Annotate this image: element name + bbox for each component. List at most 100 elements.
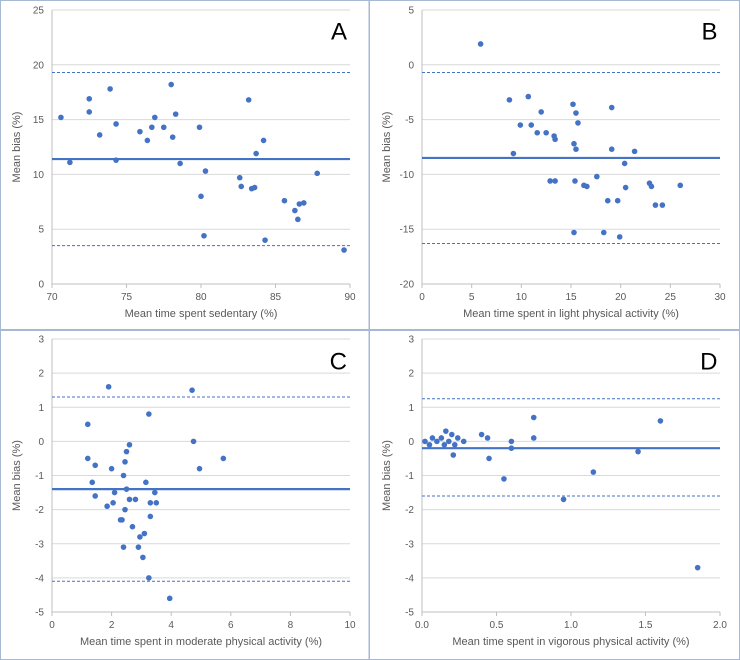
chart-panel-a: 70 75 80 85 90 0 5 10 15 20 25 Mean time spent sede… (0, 0, 370, 330)
data-point (89, 479, 96, 486)
data-point (530, 414, 537, 421)
data-point (92, 493, 99, 499)
panel-label: B (701, 19, 717, 46)
data-point (538, 109, 544, 115)
y-tick-label: 0 (408, 437, 414, 448)
y-tick-label: 5 (38, 225, 44, 236)
data-point (657, 418, 664, 424)
y-tick-label: 2 (38, 369, 44, 380)
data-point (422, 438, 428, 445)
data-point (168, 81, 174, 88)
data-point (571, 140, 577, 147)
x-tick-label: 10 (344, 620, 356, 631)
data-point (120, 472, 127, 479)
data-point (506, 97, 513, 103)
data-point (262, 237, 268, 243)
data-point (510, 150, 517, 157)
data-point (560, 496, 567, 503)
x-tick-label: 90 (344, 292, 356, 303)
data-point (144, 137, 151, 144)
data-point (426, 441, 433, 448)
y-axis-title: Mean bias (%) (381, 440, 393, 511)
x-tick-label: 70 (46, 292, 58, 303)
data-point (450, 452, 457, 458)
data-point (129, 523, 136, 530)
data-point (648, 183, 655, 190)
data-point (198, 193, 204, 200)
x-tick-label: 20 (615, 292, 627, 303)
y-tick-label: 0 (408, 60, 414, 71)
panel-label: D (700, 349, 717, 376)
y-tick-label: -5 (405, 608, 414, 619)
data-point (126, 496, 133, 503)
x-tick-label: 2.0 (713, 620, 727, 631)
data-point (508, 445, 515, 452)
data-point (454, 435, 461, 441)
data-point (177, 160, 183, 167)
x-tick-label: 30 (714, 292, 726, 303)
data-point (251, 184, 258, 191)
data-point (172, 111, 179, 117)
panel-label: C (330, 349, 347, 376)
data-point (443, 428, 449, 434)
data-point (96, 132, 103, 138)
data-point (614, 197, 621, 204)
data-point (238, 183, 245, 190)
data-point (552, 136, 558, 143)
x-tick-label: 8 (288, 620, 294, 631)
data-point (67, 159, 73, 166)
data-point (441, 441, 448, 448)
data-point (190, 438, 197, 445)
data-point (281, 197, 288, 204)
data-point (508, 438, 515, 445)
data-point (314, 170, 321, 177)
x-tick-label: 4 (168, 620, 174, 631)
x-axis-title: Mean time spent in moderate physical act… (80, 636, 322, 648)
data-point (202, 168, 209, 174)
data-point (120, 544, 127, 550)
x-axis-title: Mean time spent sedentary (%) (125, 308, 278, 320)
data-point (236, 174, 243, 181)
data-point (189, 387, 195, 393)
data-point (438, 435, 445, 441)
data-point (292, 207, 298, 214)
y-tick-label: -2 (35, 505, 44, 516)
x-tick-label: 15 (565, 292, 577, 303)
data-point (525, 93, 532, 100)
data-point (571, 229, 577, 236)
x-tick-label: 1.0 (564, 620, 578, 631)
x-tick-label: 0.0 (415, 620, 429, 631)
data-point (104, 503, 110, 510)
y-tick-label: -1 (405, 471, 414, 482)
data-point (152, 489, 158, 496)
data-point (146, 411, 152, 417)
data-point (140, 554, 146, 561)
data-point (677, 182, 684, 189)
data-point (608, 104, 615, 111)
data-point (572, 178, 578, 184)
y-tick-label: 1 (408, 403, 414, 414)
x-tick-label: 6 (228, 620, 234, 631)
data-point (119, 517, 125, 523)
data-point (429, 435, 436, 441)
data-point (604, 197, 611, 204)
y-tick-label: -15 (400, 225, 415, 236)
data-point (132, 496, 139, 503)
y-tick-label: 25 (33, 6, 45, 17)
data-point (295, 216, 301, 223)
data-point (621, 160, 628, 167)
y-tick-label: 0 (38, 280, 44, 291)
data-point (110, 500, 116, 506)
data-point (573, 110, 579, 116)
y-tick-label: 5 (408, 6, 414, 17)
data-point (113, 121, 119, 127)
x-tick-label: 2 (109, 620, 115, 631)
x-axis-title: Mean time spent in light physical activi… (463, 308, 679, 320)
data-point (86, 95, 93, 102)
data-point (92, 462, 99, 469)
data-point (449, 431, 455, 438)
data-point (486, 455, 492, 462)
data-point (146, 575, 152, 581)
y-tick-label: -2 (405, 505, 414, 516)
